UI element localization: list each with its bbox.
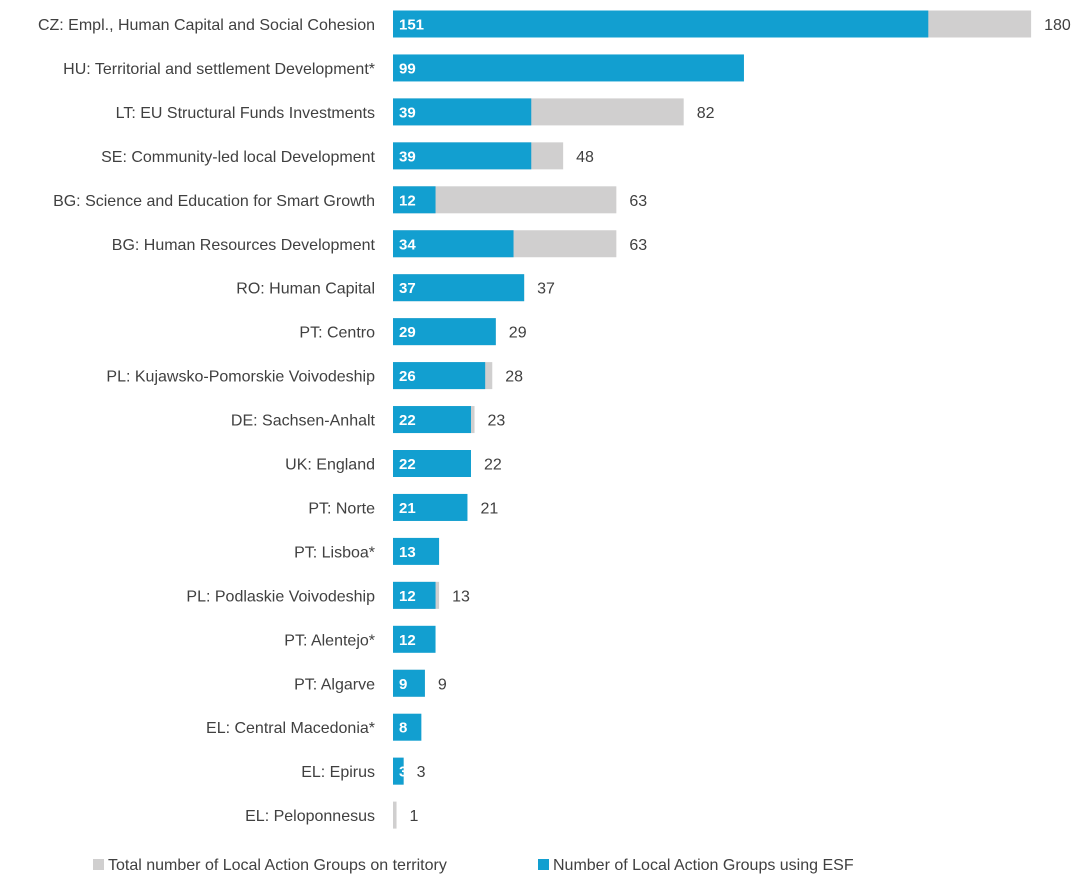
category-label-row-4: SE: Community-led local Development <box>101 149 375 166</box>
esf-bar-row-14 <box>393 581 436 609</box>
category-label-row-18: EL: Epirus <box>301 764 375 781</box>
legend-label-total: Total number of Local Action Groups on t… <box>108 857 447 874</box>
total-value-label-row-19: 1 <box>410 808 419 825</box>
esf-value-label-row-17: 8 <box>399 720 407 737</box>
esf-bar-row-4 <box>393 142 532 170</box>
esf-bar-row-9 <box>393 362 486 390</box>
esf-value-label-row-12: 21 <box>399 500 416 517</box>
esf-value-label-row-2: 99 <box>399 60 416 77</box>
esf-value-label-row-9: 26 <box>399 368 416 385</box>
esf-value-label-row-6: 34 <box>399 236 416 253</box>
esf-bar-row-8 <box>393 318 496 346</box>
esf-bar-row-10 <box>393 406 471 434</box>
category-label-row-8: PT: Centro <box>299 325 375 342</box>
category-label-row-17: EL: Central Macedonia* <box>206 720 375 737</box>
esf-value-label-row-5: 12 <box>399 192 416 209</box>
category-label-row-3: LT: EU Structural Funds Investments <box>116 105 375 122</box>
esf-value-label-row-7: 37 <box>399 280 416 297</box>
esf-value-label-row-4: 39 <box>399 148 416 165</box>
esf-bar-row-12 <box>393 493 468 521</box>
esf-value-label-row-14: 12 <box>399 588 416 605</box>
esf-bar-row-5 <box>393 186 436 214</box>
category-label-row-15: PT: Alentejo* <box>284 632 375 649</box>
total-bar-row-19 <box>393 801 397 829</box>
category-label-row-11: UK: England <box>285 457 375 474</box>
esf-value-label-row-8: 29 <box>399 324 416 341</box>
total-value-label-row-11: 22 <box>484 457 502 474</box>
total-value-label-row-5: 63 <box>629 193 647 210</box>
category-label-row-2: HU: Territorial and settlement Developme… <box>63 61 375 78</box>
total-value-label-row-8: 29 <box>509 325 527 342</box>
esf-value-label-row-16: 9 <box>399 676 407 693</box>
esf-value-label-row-11: 22 <box>399 456 416 473</box>
esf-bar-row-13 <box>393 537 440 565</box>
total-value-label-row-18: 3 <box>417 764 426 781</box>
esf-bar-row-2 <box>393 54 744 82</box>
legend-swatch-esf <box>538 859 549 870</box>
category-label-row-1: CZ: Empl., Human Capital and Social Cohe… <box>38 17 375 34</box>
esf-value-label-row-18: 3 <box>399 764 407 781</box>
category-label-row-10: DE: Sachsen-Anhalt <box>231 413 376 430</box>
category-label-row-13: PT: Lisboa* <box>294 544 375 561</box>
legend-swatch-total <box>93 859 104 870</box>
category-label-row-7: RO: Human Capital <box>236 281 375 298</box>
total-value-label-row-14: 13 <box>452 588 470 605</box>
total-value-label-row-4: 48 <box>576 149 594 166</box>
total-value-label-row-16: 9 <box>438 676 447 693</box>
esf-bar-row-7 <box>393 274 525 302</box>
esf-bar-row-15 <box>393 625 436 653</box>
bar-chart: CZ: Empl., Human Capital and Social Cohe… <box>38 10 1071 829</box>
total-value-label-row-1: 180 <box>1044 17 1071 34</box>
esf-value-label-row-3: 39 <box>399 104 416 121</box>
category-label-row-6: BG: Human Resources Development <box>112 237 376 254</box>
esf-value-label-row-1: 151 <box>399 17 424 34</box>
legend-item-esf: Number of Local Action Groups using ESF <box>538 857 854 875</box>
chart-legend: Total number of Local Action Groups on t… <box>0 857 1077 877</box>
esf-bar-row-3 <box>393 98 532 126</box>
esf-bar-row-6 <box>393 230 514 258</box>
esf-bar-row-11 <box>393 450 471 477</box>
legend-label-esf: Number of Local Action Groups using ESF <box>553 857 854 874</box>
esf-bar-row-18 <box>393 757 404 785</box>
category-label-row-9: PL: Kujawsko-Pomorskie Voivodeship <box>106 369 375 386</box>
category-label-row-5: BG: Science and Education for Smart Grow… <box>53 193 375 210</box>
esf-value-label-row-13: 13 <box>399 544 416 561</box>
legend-item-total: Total number of Local Action Groups on t… <box>93 857 447 875</box>
category-label-row-19: EL: Peloponnesus <box>245 808 375 825</box>
category-label-row-14: PL: Podlaskie Voivodeship <box>186 588 375 605</box>
esf-value-label-row-10: 22 <box>399 412 416 429</box>
total-value-label-row-7: 37 <box>537 281 555 298</box>
esf-bar-row-16 <box>393 669 425 697</box>
total-value-label-row-10: 23 <box>488 413 506 430</box>
esf-bar-row-1 <box>393 10 929 38</box>
total-value-label-row-3: 82 <box>697 105 715 122</box>
esf-bar-row-17 <box>393 713 422 741</box>
category-label-row-16: PT: Algarve <box>294 676 375 693</box>
total-value-label-row-9: 28 <box>505 369 523 386</box>
esf-value-label-row-15: 12 <box>399 632 416 649</box>
total-value-label-row-12: 21 <box>480 500 498 517</box>
category-label-row-12: PT: Norte <box>308 500 375 517</box>
total-value-label-row-6: 63 <box>629 237 647 254</box>
